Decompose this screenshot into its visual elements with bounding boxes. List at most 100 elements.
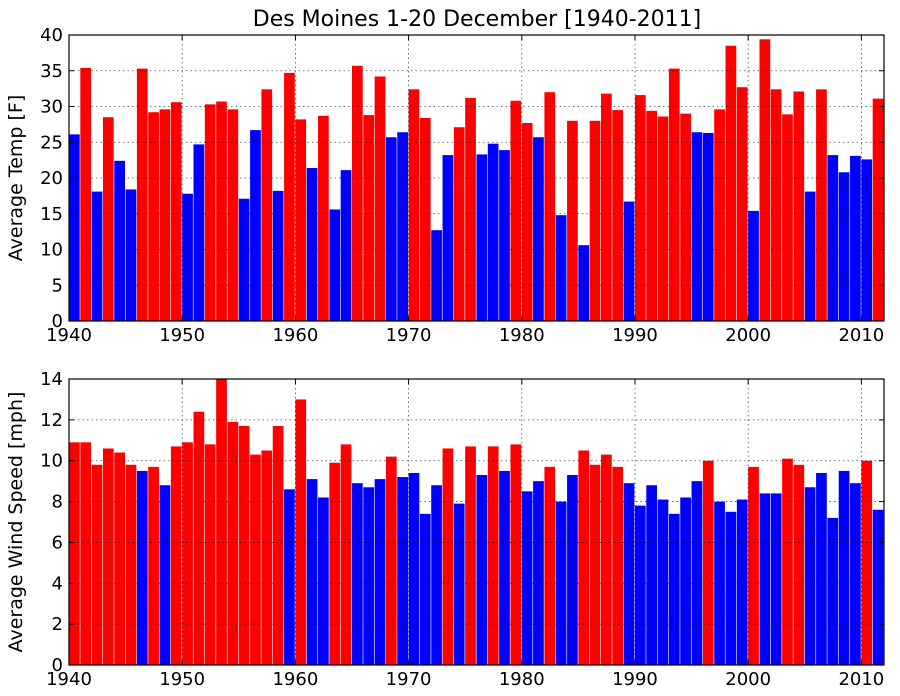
wind-bar-2006 — [816, 472, 827, 665]
wind-bar-1982 — [544, 466, 556, 665]
temp-bar-1981 — [533, 137, 544, 321]
wind-bar-1990 — [634, 505, 646, 665]
temp-bar-2009 — [850, 155, 861, 321]
wind-bar-1951 — [193, 411, 205, 665]
wind-bar-1962 — [318, 497, 329, 665]
wind-bar-1983 — [555, 501, 567, 665]
wind-xtick-label-1960: 1960 — [272, 669, 318, 690]
temp-bar-1945 — [125, 189, 137, 321]
temp-ylabel: Average Temp [F] — [5, 95, 27, 262]
wind-bar-1955 — [238, 425, 250, 665]
wind-bar-1987 — [601, 454, 612, 665]
temp-bar-2005 — [804, 191, 816, 321]
temp-bar-2006 — [816, 89, 827, 321]
temp-bar-1957 — [261, 89, 273, 321]
temp-bar-1998 — [725, 45, 737, 321]
temp-bar-1963 — [329, 209, 341, 321]
wind-bar-2009 — [850, 483, 861, 665]
temp-bar-1964 — [340, 170, 352, 321]
wind-xtick-label-2000: 2000 — [725, 669, 771, 690]
wind-bar-1950 — [182, 442, 193, 665]
temp-bar-1950 — [182, 193, 193, 321]
wind-xtick-label-2010: 2010 — [838, 669, 884, 690]
wind-bar-1992 — [657, 499, 669, 665]
temp-xtick-label-1950: 1950 — [159, 325, 205, 346]
wind-bar-1979 — [510, 444, 522, 665]
temp-xtick-label-2000: 2000 — [725, 325, 771, 346]
temp-ytick-label-25: 25 — [40, 132, 63, 153]
wind-bar-1965 — [351, 483, 363, 665]
temp-bar-1978 — [499, 150, 510, 321]
wind-bar-1971 — [419, 513, 431, 665]
temp-bar-1966 — [363, 115, 375, 321]
temp-xtick-label-2010: 2010 — [838, 325, 884, 346]
figure-title: Des Moines 1-20 December [1940-2011] — [253, 7, 702, 32]
temp-ytick-label-15: 15 — [40, 204, 63, 225]
temp-ytick-label-40: 40 — [40, 25, 63, 46]
wind-xtick-label-1950: 1950 — [159, 669, 205, 690]
temp-bar-1955 — [238, 198, 250, 321]
temp-bar-1948 — [159, 109, 171, 321]
temp-bar-2000 — [748, 210, 759, 321]
wind-ytick-label-12: 12 — [40, 410, 63, 431]
temp-bar-1951 — [193, 144, 205, 321]
temp-bar-2010 — [861, 159, 873, 321]
wind-ytick-label-8: 8 — [52, 492, 63, 513]
wind-ytick-label-14: 14 — [40, 369, 63, 390]
temp-bar-1976 — [476, 154, 488, 321]
temp-bar-1974 — [453, 127, 465, 322]
temp-bar-1984 — [567, 120, 578, 321]
wind-bar-1978 — [499, 470, 510, 665]
wind-bar-2001 — [759, 493, 771, 665]
wind-bar-1998 — [725, 511, 737, 665]
wind-bar-1976 — [476, 475, 488, 665]
temp-bar-1947 — [148, 112, 159, 321]
temp-xtick-label-1960: 1960 — [272, 325, 318, 346]
wind-ytick-label-4: 4 — [52, 573, 63, 594]
temp-bar-1986 — [589, 120, 601, 321]
temp-bar-2007 — [827, 155, 839, 321]
wind-bar-1981 — [533, 481, 544, 665]
wind-bar-1991 — [646, 485, 658, 665]
temp-ytick-label-30: 30 — [40, 97, 63, 118]
temp-bar-1992 — [657, 116, 669, 321]
temp-bar-1940 — [69, 134, 80, 321]
wind-bar-1986 — [589, 464, 601, 665]
wind-bar-1984 — [567, 475, 578, 665]
temp-bar-1962 — [318, 115, 329, 321]
wind-bar-1999 — [736, 499, 748, 665]
wind-bar-1940 — [69, 442, 80, 665]
wind-bar-1943 — [102, 448, 114, 665]
temp-bar-1971 — [419, 117, 431, 321]
temp-bar-1960 — [295, 119, 307, 322]
temp-bar-2002 — [770, 89, 782, 321]
wind-bar-1993 — [668, 513, 680, 665]
wind-bar-2007 — [827, 517, 839, 665]
wind-bar-1997 — [714, 501, 725, 665]
wind-bar-1968 — [385, 456, 397, 665]
temp-bar-2004 — [793, 91, 805, 322]
wind-bar-2011 — [872, 509, 884, 665]
temp-bar-1943 — [102, 117, 114, 321]
wind-bar-1985 — [578, 450, 590, 665]
temp-bar-1952 — [204, 104, 216, 321]
wind-ytick-label-2: 2 — [52, 614, 63, 635]
temp-bar-1991 — [646, 110, 658, 321]
temp-ytick-label-10: 10 — [40, 240, 63, 261]
temp-xtick-label-1940: 1940 — [46, 325, 92, 346]
wind-bar-1975 — [465, 446, 476, 665]
wind-bar-1952 — [204, 444, 216, 665]
wind-ytick-label-10: 10 — [40, 451, 63, 472]
wind-bar-1941 — [80, 442, 92, 665]
wind-bar-2000 — [748, 466, 759, 665]
temp-bar-2011 — [872, 98, 884, 321]
wind-bar-2005 — [804, 487, 816, 665]
wind-bar-1966 — [363, 487, 375, 665]
wind-bar-2004 — [793, 464, 805, 665]
wind-bar-1956 — [250, 454, 261, 665]
wind-bar-1974 — [453, 503, 465, 665]
wind-bar-2010 — [861, 460, 873, 665]
temp-bar-1985 — [578, 245, 590, 321]
temp-bar-1975 — [465, 97, 476, 321]
temp-bar-1953 — [216, 101, 227, 321]
